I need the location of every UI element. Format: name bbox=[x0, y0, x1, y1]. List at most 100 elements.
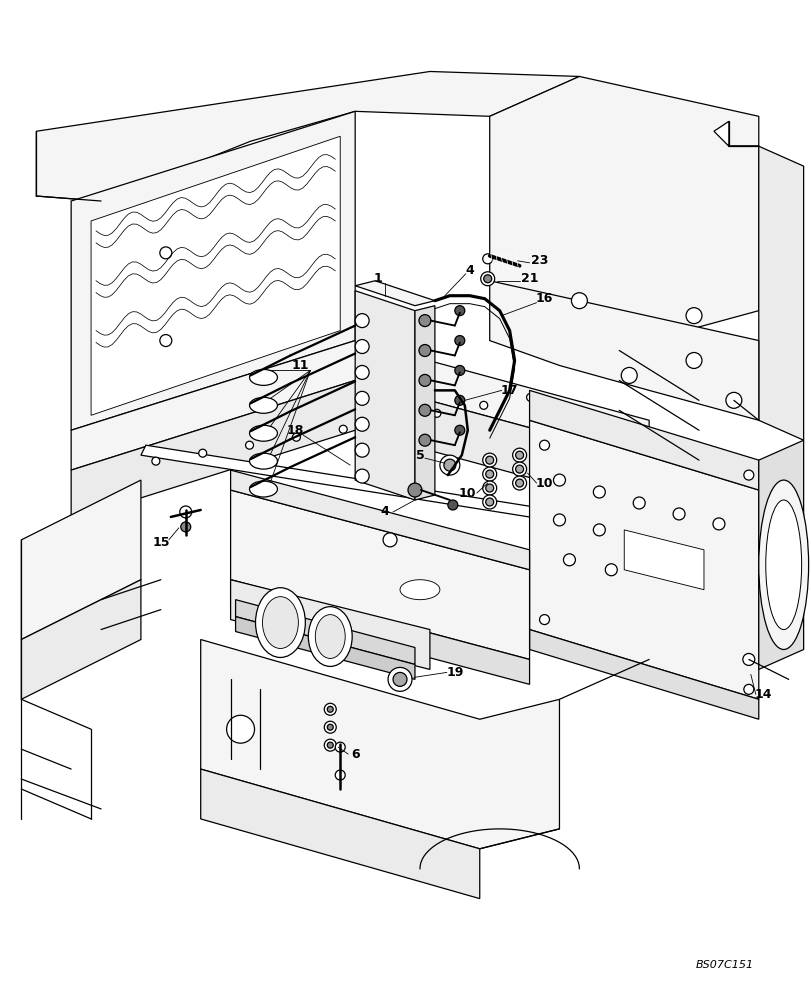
Circle shape bbox=[454, 425, 464, 435]
Circle shape bbox=[485, 498, 493, 506]
Circle shape bbox=[444, 459, 455, 471]
Circle shape bbox=[593, 524, 604, 536]
Circle shape bbox=[725, 392, 741, 408]
Text: 23: 23 bbox=[530, 254, 547, 267]
Ellipse shape bbox=[249, 453, 277, 469]
Circle shape bbox=[563, 554, 575, 566]
Polygon shape bbox=[230, 470, 529, 570]
Circle shape bbox=[152, 457, 160, 465]
Text: 4: 4 bbox=[465, 264, 474, 277]
Circle shape bbox=[604, 564, 616, 576]
Text: 16: 16 bbox=[535, 292, 552, 305]
Text: 6: 6 bbox=[350, 748, 359, 761]
Ellipse shape bbox=[249, 481, 277, 497]
Circle shape bbox=[418, 374, 431, 386]
Text: 4: 4 bbox=[380, 505, 389, 518]
Circle shape bbox=[324, 739, 336, 751]
Circle shape bbox=[539, 615, 549, 625]
Circle shape bbox=[553, 514, 564, 526]
Polygon shape bbox=[230, 580, 429, 669]
Polygon shape bbox=[489, 76, 757, 341]
Polygon shape bbox=[235, 600, 414, 664]
Ellipse shape bbox=[308, 607, 352, 666]
Circle shape bbox=[483, 453, 496, 467]
Circle shape bbox=[743, 470, 753, 480]
Circle shape bbox=[199, 449, 207, 457]
Circle shape bbox=[515, 479, 523, 487]
Text: 1: 1 bbox=[373, 272, 382, 285]
Circle shape bbox=[440, 455, 459, 475]
Polygon shape bbox=[200, 640, 559, 849]
Circle shape bbox=[512, 448, 526, 462]
Circle shape bbox=[354, 314, 369, 328]
Ellipse shape bbox=[400, 580, 440, 600]
Circle shape bbox=[335, 770, 345, 780]
Polygon shape bbox=[354, 281, 435, 306]
Circle shape bbox=[485, 470, 493, 478]
Polygon shape bbox=[757, 440, 803, 669]
Circle shape bbox=[432, 409, 440, 417]
Circle shape bbox=[485, 456, 493, 464]
Circle shape bbox=[454, 365, 464, 375]
Ellipse shape bbox=[249, 425, 277, 441]
Circle shape bbox=[181, 522, 191, 532]
Circle shape bbox=[354, 417, 369, 431]
Polygon shape bbox=[141, 445, 584, 525]
Circle shape bbox=[479, 401, 487, 409]
Circle shape bbox=[327, 742, 333, 748]
Text: 10: 10 bbox=[458, 487, 476, 500]
Circle shape bbox=[327, 706, 333, 712]
Polygon shape bbox=[624, 530, 703, 590]
Circle shape bbox=[483, 467, 496, 481]
Circle shape bbox=[354, 365, 369, 379]
Polygon shape bbox=[230, 580, 529, 684]
Circle shape bbox=[483, 481, 496, 495]
Ellipse shape bbox=[757, 480, 808, 649]
Circle shape bbox=[383, 533, 397, 547]
Polygon shape bbox=[529, 390, 757, 490]
Polygon shape bbox=[489, 281, 757, 420]
Circle shape bbox=[712, 518, 724, 530]
Circle shape bbox=[226, 715, 254, 743]
Circle shape bbox=[620, 367, 637, 383]
Text: 21: 21 bbox=[520, 272, 538, 285]
Polygon shape bbox=[414, 306, 435, 500]
Polygon shape bbox=[235, 617, 414, 679]
Polygon shape bbox=[354, 291, 414, 500]
Circle shape bbox=[512, 462, 526, 476]
Circle shape bbox=[685, 353, 702, 368]
Text: 18: 18 bbox=[286, 424, 303, 437]
Circle shape bbox=[512, 476, 526, 490]
Circle shape bbox=[553, 474, 564, 486]
Circle shape bbox=[292, 433, 300, 441]
Polygon shape bbox=[21, 480, 141, 640]
Text: 10: 10 bbox=[535, 477, 552, 490]
Circle shape bbox=[339, 425, 347, 433]
Circle shape bbox=[483, 495, 496, 509]
Circle shape bbox=[407, 483, 422, 497]
Circle shape bbox=[393, 672, 406, 686]
Polygon shape bbox=[529, 420, 757, 699]
Text: BS07C151: BS07C151 bbox=[695, 960, 753, 970]
Circle shape bbox=[245, 441, 253, 449]
Circle shape bbox=[633, 497, 645, 509]
Text: 14: 14 bbox=[754, 688, 771, 701]
Circle shape bbox=[354, 340, 369, 354]
Polygon shape bbox=[36, 71, 579, 201]
Circle shape bbox=[526, 393, 534, 401]
Polygon shape bbox=[71, 380, 648, 520]
Ellipse shape bbox=[765, 500, 800, 630]
Polygon shape bbox=[230, 490, 529, 659]
Circle shape bbox=[539, 440, 549, 450]
Polygon shape bbox=[757, 146, 803, 440]
Polygon shape bbox=[529, 630, 757, 719]
Circle shape bbox=[483, 275, 491, 283]
Ellipse shape bbox=[249, 397, 277, 413]
Ellipse shape bbox=[249, 369, 277, 385]
Circle shape bbox=[354, 443, 369, 457]
Ellipse shape bbox=[262, 597, 298, 648]
Circle shape bbox=[593, 486, 604, 498]
Text: 17: 17 bbox=[500, 384, 517, 397]
Circle shape bbox=[480, 272, 494, 286]
Circle shape bbox=[388, 667, 411, 691]
